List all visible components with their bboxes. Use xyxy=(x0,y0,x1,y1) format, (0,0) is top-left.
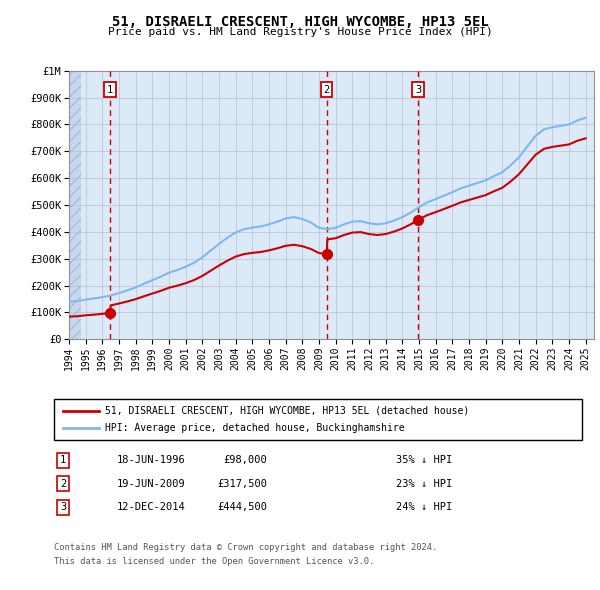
Text: 24% ↓ HPI: 24% ↓ HPI xyxy=(396,503,452,512)
Text: £317,500: £317,500 xyxy=(217,479,267,489)
Text: 1: 1 xyxy=(60,455,66,465)
Text: 23% ↓ HPI: 23% ↓ HPI xyxy=(396,479,452,489)
Text: 18-JUN-1996: 18-JUN-1996 xyxy=(117,455,186,465)
Text: 12-DEC-2014: 12-DEC-2014 xyxy=(117,503,186,512)
Text: 3: 3 xyxy=(415,84,421,94)
Text: 35% ↓ HPI: 35% ↓ HPI xyxy=(396,455,452,465)
Text: 2: 2 xyxy=(323,84,330,94)
Text: Contains HM Land Registry data © Crown copyright and database right 2024.: Contains HM Land Registry data © Crown c… xyxy=(54,543,437,552)
Text: HPI: Average price, detached house, Buckinghamshire: HPI: Average price, detached house, Buck… xyxy=(105,423,404,433)
Text: 3: 3 xyxy=(60,503,66,512)
Text: Price paid vs. HM Land Registry's House Price Index (HPI): Price paid vs. HM Land Registry's House … xyxy=(107,27,493,37)
Text: 1: 1 xyxy=(107,84,113,94)
Text: £98,000: £98,000 xyxy=(223,455,267,465)
Text: 51, DISRAELI CRESCENT, HIGH WYCOMBE, HP13 5EL: 51, DISRAELI CRESCENT, HIGH WYCOMBE, HP1… xyxy=(112,15,488,29)
Text: 19-JUN-2009: 19-JUN-2009 xyxy=(117,479,186,489)
Text: 51, DISRAELI CRESCENT, HIGH WYCOMBE, HP13 5EL (detached house): 51, DISRAELI CRESCENT, HIGH WYCOMBE, HP1… xyxy=(105,406,469,416)
Text: 2: 2 xyxy=(60,479,66,489)
Text: This data is licensed under the Open Government Licence v3.0.: This data is licensed under the Open Gov… xyxy=(54,557,374,566)
Text: £444,500: £444,500 xyxy=(217,503,267,512)
